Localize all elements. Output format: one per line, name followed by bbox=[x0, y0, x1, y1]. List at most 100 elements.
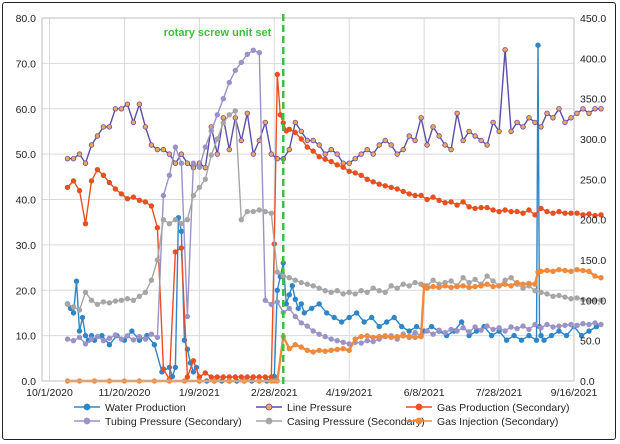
data-point bbox=[562, 322, 568, 328]
data-point bbox=[178, 220, 185, 227]
data-point bbox=[454, 283, 460, 290]
data-point bbox=[346, 160, 352, 166]
data-point bbox=[484, 281, 490, 287]
data-point bbox=[436, 197, 442, 203]
data-point bbox=[424, 196, 430, 203]
data-point bbox=[508, 128, 514, 135]
data-point bbox=[370, 151, 376, 157]
x-tick-label: 9/16/2021 bbox=[551, 387, 598, 399]
data-point bbox=[436, 284, 442, 291]
data-point bbox=[328, 158, 334, 165]
data-point bbox=[448, 326, 454, 333]
y-right-tick-label: 100.0 bbox=[580, 295, 606, 307]
legend-item: Gas Injection (Secondary) bbox=[406, 416, 558, 428]
series-line bbox=[67, 49, 602, 345]
data-point bbox=[112, 106, 119, 112]
data-point bbox=[508, 324, 514, 330]
data-point bbox=[391, 314, 397, 321]
data-point bbox=[382, 289, 388, 295]
data-point bbox=[424, 142, 430, 148]
axes: 0.0 10.0 20.0 30.0 40.0 50.0 60.0 70.0 80.0 0.0 50… bbox=[16, 13, 607, 399]
data-point bbox=[304, 281, 310, 287]
data-point bbox=[154, 224, 161, 231]
data-point bbox=[130, 119, 137, 126]
data-point bbox=[82, 341, 89, 347]
data-point bbox=[214, 136, 220, 142]
data-point bbox=[598, 297, 604, 303]
data-point bbox=[568, 321, 574, 328]
data-point bbox=[550, 115, 556, 121]
data-point bbox=[79, 314, 86, 321]
data-point bbox=[544, 291, 550, 297]
data-point bbox=[520, 124, 526, 130]
data-point bbox=[298, 128, 304, 135]
data-point bbox=[598, 275, 604, 281]
data-point bbox=[298, 301, 304, 307]
data-point bbox=[556, 208, 562, 215]
data-point bbox=[346, 314, 352, 321]
data-point bbox=[382, 183, 388, 189]
data-point bbox=[178, 245, 185, 251]
data-point bbox=[472, 205, 478, 212]
data-point bbox=[172, 249, 179, 255]
data-point bbox=[226, 146, 232, 153]
data-point bbox=[178, 228, 185, 234]
y-left-tick-label: 30.0 bbox=[16, 240, 37, 252]
legend-item: Line Pressure bbox=[256, 402, 352, 414]
data-point bbox=[586, 110, 592, 116]
data-point bbox=[220, 120, 226, 126]
data-point bbox=[64, 336, 71, 342]
data-point bbox=[286, 126, 292, 132]
data-point bbox=[382, 137, 388, 144]
data-point bbox=[244, 51, 250, 57]
data-point bbox=[190, 358, 197, 364]
data-point bbox=[172, 144, 179, 150]
data-point bbox=[562, 119, 568, 126]
data-point bbox=[520, 323, 526, 329]
data-point bbox=[586, 268, 592, 274]
data-point bbox=[340, 339, 346, 345]
data-point bbox=[238, 216, 244, 223]
data-point bbox=[574, 110, 580, 116]
data-point bbox=[184, 313, 191, 320]
y-left-tick-label: 60.0 bbox=[16, 104, 37, 116]
legend-swatch-marker bbox=[415, 417, 423, 425]
data-point bbox=[99, 332, 105, 339]
data-point bbox=[472, 133, 478, 139]
rotary-screw-annotation: rotary screw unit set bbox=[164, 27, 272, 39]
data-point bbox=[574, 267, 580, 273]
data-point bbox=[466, 279, 472, 286]
data-point bbox=[346, 289, 352, 295]
data-point bbox=[484, 142, 490, 148]
data-point bbox=[328, 336, 334, 342]
series-tubing-pressure-secondary- bbox=[64, 47, 604, 347]
data-point bbox=[412, 279, 418, 286]
legend-label: Casing Pressure (Secondary) bbox=[287, 416, 425, 428]
data-point bbox=[544, 267, 550, 274]
data-point bbox=[352, 155, 358, 162]
data-point bbox=[418, 115, 424, 121]
data-point bbox=[316, 153, 322, 160]
data-point bbox=[202, 144, 208, 150]
data-point bbox=[154, 257, 161, 263]
data-point bbox=[286, 275, 292, 281]
data-point bbox=[334, 151, 340, 157]
data-point bbox=[454, 328, 460, 334]
data-point bbox=[466, 204, 472, 210]
data-point bbox=[442, 199, 448, 206]
data-point bbox=[130, 297, 137, 303]
data-point bbox=[118, 336, 125, 342]
data-point bbox=[514, 119, 520, 126]
data-point bbox=[574, 295, 580, 301]
legend-label: Line Pressure bbox=[287, 402, 352, 414]
data-point bbox=[538, 332, 544, 339]
data-point bbox=[358, 340, 364, 346]
data-point bbox=[256, 207, 262, 213]
data-point bbox=[118, 191, 125, 197]
x-tick-label: 10/1/2020 bbox=[26, 387, 73, 399]
data-point bbox=[250, 374, 256, 380]
data-point bbox=[400, 188, 406, 195]
data-point bbox=[532, 119, 538, 126]
data-point bbox=[136, 197, 143, 203]
data-point bbox=[292, 342, 298, 348]
